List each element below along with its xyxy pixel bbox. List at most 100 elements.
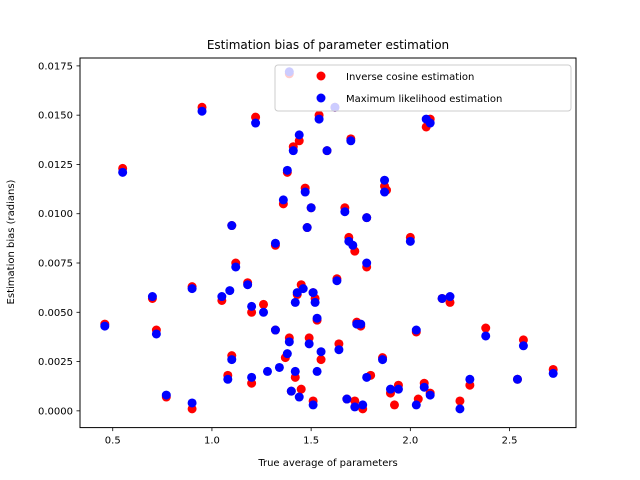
legend: Inverse cosine estimation Maximum likelih… (274, 64, 572, 112)
data-point (356, 319, 366, 329)
data-point (262, 366, 272, 376)
data-point (300, 187, 310, 197)
y-tick-label: 0.0125 (38, 160, 73, 171)
x-tick-label: 2.5 (502, 436, 518, 447)
data-point (350, 402, 360, 412)
data-point (100, 321, 110, 331)
data-point (187, 398, 197, 408)
y-tick-label: 0.0100 (38, 209, 73, 220)
y-tick-label: 0.0000 (38, 406, 73, 417)
data-point (348, 240, 358, 250)
data-point (385, 384, 395, 394)
data-point (259, 307, 269, 317)
data-point (389, 400, 399, 410)
data-point (425, 390, 435, 400)
axis-ticks: 0.5 1.0 1.5 2.0 2.5 0.0000 0.0025 0.0050 0.0075 0… (38, 61, 517, 446)
x-tick-label: 2.0 (402, 436, 418, 447)
data-point (308, 288, 318, 298)
x-tick-label: 0.5 (105, 436, 121, 447)
data-point (312, 366, 322, 376)
data-point (346, 136, 356, 146)
x-tick-label: 1.0 (204, 436, 220, 447)
data-point (419, 382, 429, 392)
data-point (223, 374, 233, 384)
data-point (161, 390, 171, 400)
data-point (340, 207, 350, 217)
data-point (393, 384, 403, 394)
data-point (217, 292, 227, 302)
data-point (227, 355, 237, 365)
data-point (306, 203, 316, 213)
data-point (405, 236, 415, 246)
data-point (278, 195, 288, 205)
data-point (227, 221, 237, 231)
legend-marker (316, 71, 326, 81)
y-tick-label: 0.0050 (38, 308, 73, 319)
chart-title: Estimation bias of parameter estimation (207, 38, 449, 52)
data-point (465, 374, 475, 384)
data-points (100, 67, 558, 414)
data-point (151, 329, 161, 339)
data-point (380, 187, 390, 197)
data-point (231, 262, 241, 272)
data-point (225, 286, 235, 296)
legend-box (274, 64, 572, 112)
y-tick-label: 0.0075 (38, 259, 73, 270)
x-tick-label: 1.5 (303, 436, 319, 447)
data-point (380, 175, 390, 185)
plot-area-frame (79, 57, 577, 429)
data-point (270, 238, 280, 248)
data-point (481, 331, 491, 341)
data-point (358, 400, 368, 410)
data-point (342, 394, 352, 404)
y-tick-label: 0.0025 (38, 357, 73, 368)
y-axis-label: Estimation bias (radians) (6, 179, 17, 304)
data-point (308, 400, 318, 410)
data-point (147, 292, 157, 302)
data-point (322, 146, 332, 156)
data-point (290, 366, 300, 376)
legend-label: Inverse cosine estimation (346, 72, 474, 83)
data-point (455, 404, 465, 414)
data-point (455, 396, 465, 406)
data-point (296, 384, 306, 394)
data-point (304, 339, 314, 349)
data-point (259, 299, 269, 309)
data-point (312, 313, 322, 323)
data-point (437, 293, 447, 303)
data-point (316, 355, 326, 365)
legend-marker (316, 93, 326, 103)
data-point (288, 146, 298, 156)
data-point (274, 362, 284, 372)
y-tick-label: 0.0150 (38, 111, 73, 122)
data-point (378, 355, 388, 365)
data-point (290, 297, 300, 307)
data-point (294, 130, 304, 140)
data-point (251, 118, 261, 128)
data-point (286, 386, 296, 396)
data-point (425, 118, 435, 128)
data-point (481, 323, 491, 333)
data-point (187, 284, 197, 294)
data-point (284, 337, 294, 347)
x-axis-label: True average of parameters (257, 458, 397, 469)
legend-label: Maximum likelihood estimation (346, 94, 502, 105)
data-point (298, 284, 308, 294)
data-point (548, 368, 558, 378)
data-point (362, 372, 372, 382)
data-point (243, 280, 253, 290)
data-point (334, 345, 344, 355)
data-point (314, 114, 324, 124)
data-point (282, 349, 292, 359)
data-point (332, 276, 342, 286)
data-point (302, 223, 312, 233)
data-point (518, 341, 528, 351)
data-point (270, 325, 280, 335)
data-point (411, 400, 421, 410)
data-point (411, 325, 421, 335)
data-point (118, 167, 128, 177)
y-tick-label: 0.0175 (38, 61, 73, 72)
data-point (316, 347, 326, 357)
data-point (445, 292, 455, 302)
